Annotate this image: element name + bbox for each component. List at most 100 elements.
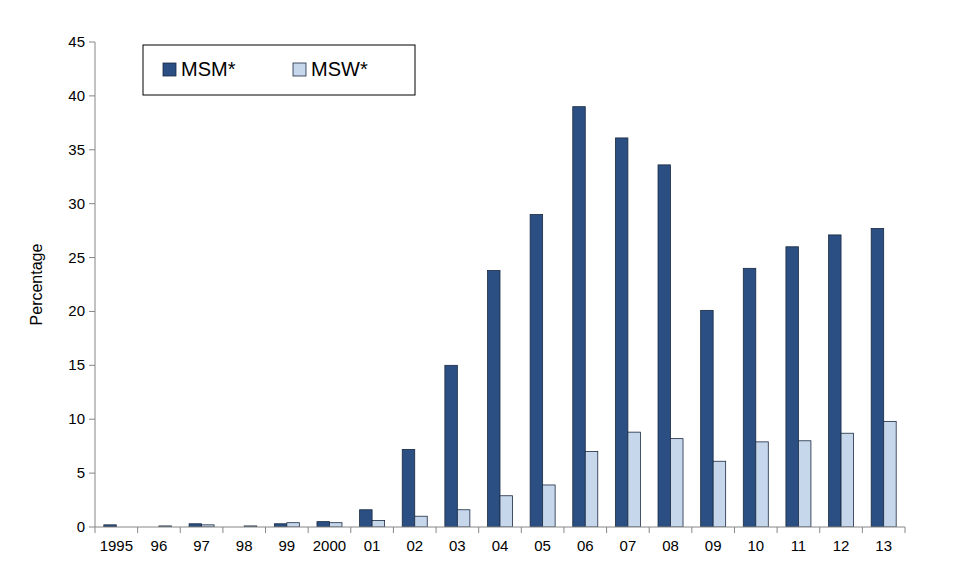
x-tick bbox=[819, 527, 820, 533]
x-tick bbox=[180, 527, 181, 533]
bar bbox=[658, 165, 671, 527]
x-tick bbox=[308, 527, 309, 533]
x-tick-label: 1995 bbox=[100, 537, 133, 554]
y-tick bbox=[89, 203, 95, 204]
x-tick bbox=[436, 527, 437, 533]
x-tick-label: 08 bbox=[662, 537, 679, 554]
bar bbox=[543, 485, 556, 527]
y-tick bbox=[89, 365, 95, 366]
x-tick bbox=[649, 527, 650, 533]
bar bbox=[884, 421, 897, 527]
x-tick-label: 06 bbox=[577, 537, 594, 554]
legend-box bbox=[143, 45, 415, 95]
bar bbox=[615, 138, 628, 527]
bar bbox=[798, 441, 811, 527]
y-tick bbox=[89, 527, 95, 528]
bar bbox=[360, 510, 373, 527]
y-tick bbox=[89, 95, 95, 96]
x-tick-label: 05 bbox=[534, 537, 551, 554]
x-tick-label: 07 bbox=[620, 537, 637, 554]
x-tick-label: 2000 bbox=[313, 537, 346, 554]
x-tick-label: 98 bbox=[236, 537, 253, 554]
y-tick bbox=[89, 311, 95, 312]
x-tick bbox=[222, 527, 223, 533]
bar bbox=[457, 510, 470, 527]
chart-container: 0510152025303540451995969798992000010203… bbox=[0, 0, 960, 580]
bar bbox=[402, 449, 415, 527]
legend: MSM* MSW* bbox=[143, 45, 415, 95]
x-tick-label: 03 bbox=[449, 537, 466, 554]
bar bbox=[500, 496, 513, 527]
bar bbox=[415, 516, 428, 527]
x-tick bbox=[95, 527, 96, 533]
bar bbox=[628, 432, 641, 527]
x-tick bbox=[734, 527, 735, 533]
x-tick bbox=[905, 527, 906, 533]
x-tick-label: 09 bbox=[705, 537, 722, 554]
x-tick-label: 96 bbox=[151, 537, 168, 554]
legend-swatch bbox=[163, 63, 176, 76]
y-tick-label: 0 bbox=[77, 518, 85, 535]
x-tick-label: 10 bbox=[747, 537, 764, 554]
x-tick bbox=[393, 527, 394, 533]
bar bbox=[756, 442, 769, 527]
x-tick bbox=[862, 527, 863, 533]
x-tick bbox=[606, 527, 607, 533]
x-tick bbox=[777, 527, 778, 533]
bar bbox=[372, 521, 385, 527]
x-tick bbox=[137, 527, 138, 533]
x-tick-label: 97 bbox=[193, 537, 210, 554]
y-tick bbox=[89, 257, 95, 258]
x-tick-label: 12 bbox=[833, 537, 850, 554]
x-tick bbox=[265, 527, 266, 533]
x-tick-label: 99 bbox=[278, 537, 295, 554]
x-tick-label: 02 bbox=[406, 537, 423, 554]
y-tick-label: 5 bbox=[77, 464, 85, 481]
x-tick-label: 13 bbox=[875, 537, 892, 554]
x-tick bbox=[350, 527, 351, 533]
bar bbox=[671, 439, 684, 527]
legend-swatch bbox=[293, 63, 306, 76]
y-tick-label: 20 bbox=[68, 302, 85, 319]
y-tick-label: 45 bbox=[68, 33, 85, 50]
x-tick bbox=[691, 527, 692, 533]
y-tick bbox=[89, 419, 95, 420]
bar bbox=[713, 461, 726, 527]
bar bbox=[701, 310, 714, 527]
bar bbox=[287, 523, 300, 527]
bar bbox=[585, 452, 598, 527]
bar bbox=[829, 235, 842, 527]
bar bbox=[329, 523, 342, 527]
bar bbox=[317, 522, 330, 527]
bar bbox=[530, 214, 543, 527]
y-tick-label: 40 bbox=[68, 87, 85, 104]
x-tick-label: 11 bbox=[791, 537, 807, 554]
y-tick bbox=[89, 473, 95, 474]
y-tick-label: 35 bbox=[68, 141, 85, 158]
x-tick bbox=[521, 527, 522, 533]
bar bbox=[445, 365, 458, 527]
x-tick-label: 01 bbox=[364, 537, 381, 554]
y-tick-label: 15 bbox=[68, 356, 85, 373]
y-tick-label: 25 bbox=[68, 249, 85, 266]
x-tick bbox=[478, 527, 479, 533]
legend-label: MSM* bbox=[181, 58, 236, 80]
bar bbox=[871, 228, 884, 527]
chart: 0510152025303540451995969798992000010203… bbox=[0, 0, 960, 580]
legend-label: MSW* bbox=[311, 58, 368, 80]
y-axis-label: Percentage bbox=[28, 243, 45, 325]
y-axis bbox=[95, 42, 96, 527]
bar bbox=[488, 270, 501, 527]
x-axis bbox=[95, 527, 905, 528]
bar bbox=[573, 107, 586, 527]
y-tick-label: 10 bbox=[68, 410, 85, 427]
bar bbox=[743, 268, 756, 527]
y-tick-label: 30 bbox=[68, 195, 85, 212]
x-tick-label: 04 bbox=[492, 537, 509, 554]
bars bbox=[104, 107, 896, 527]
bar bbox=[786, 247, 799, 527]
x-tick bbox=[563, 527, 564, 533]
bar bbox=[841, 433, 854, 527]
y-tick bbox=[89, 42, 95, 43]
y-tick bbox=[89, 149, 95, 150]
